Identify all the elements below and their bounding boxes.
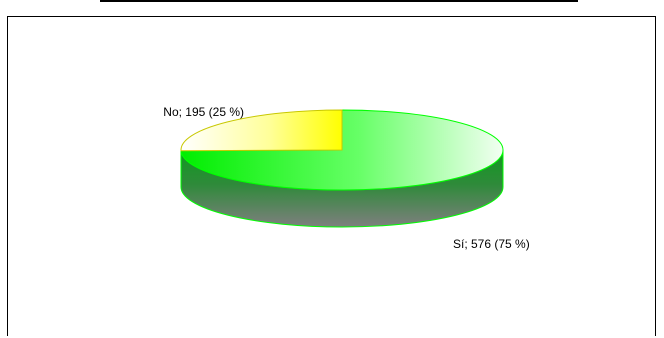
chart-frame [7,16,656,336]
data-label-si: Sí; 576 (75 %) [453,237,530,251]
pie-group [180,109,504,228]
top-rule [100,0,578,2]
data-label-no: No; 195 (25 %) [163,105,244,119]
label-group: Sí; 576 (75 %) No; 195 (25 %) [163,105,529,251]
pie-slice-no [180,109,343,152]
